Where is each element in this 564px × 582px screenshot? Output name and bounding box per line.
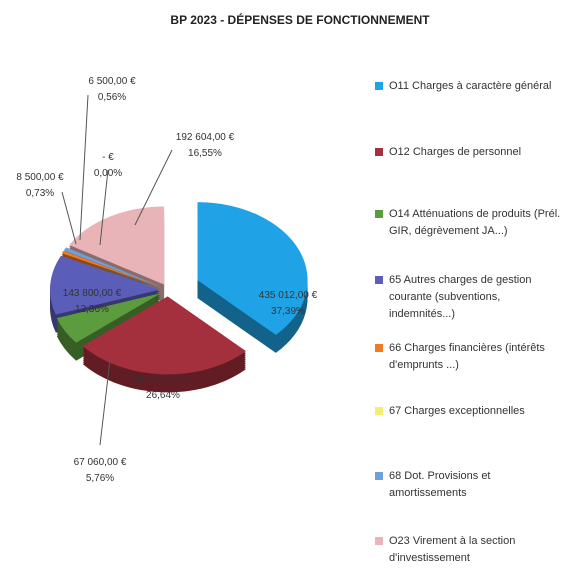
data-label: 8 500,00 € bbox=[16, 172, 64, 183]
legend-swatch bbox=[375, 407, 383, 415]
legend-label: O11 Charges à caractère général bbox=[389, 80, 552, 92]
data-label: - € bbox=[102, 152, 114, 163]
legend-item: 68 Dot. Provisions et amortissements bbox=[375, 468, 564, 502]
legend-swatch bbox=[375, 210, 383, 218]
legend-label: 65 Autres charges de gestion courante (s… bbox=[389, 274, 532, 320]
slice bbox=[82, 296, 246, 375]
legend-label: 68 Dot. Provisions et amortissements bbox=[389, 470, 491, 499]
slice bbox=[61, 250, 161, 288]
slice bbox=[63, 247, 162, 287]
leader-line bbox=[134, 149, 173, 226]
legend-swatch bbox=[375, 82, 383, 90]
legend-item: 66 Charges financières (intérêts d'empru… bbox=[375, 340, 564, 374]
legend-item: O12 Charges de personnel bbox=[375, 144, 564, 161]
legend-swatch bbox=[375, 276, 383, 284]
legend-label: 66 Charges financières (intérêts d'empru… bbox=[389, 342, 545, 371]
legend-label: 67 Charges exceptionnelles bbox=[389, 405, 525, 417]
leader-line bbox=[99, 359, 111, 446]
slice-side bbox=[61, 252, 161, 290]
chart-title: BP 2023 - DÉPENSES DE FONCTIONNEMENT bbox=[170, 12, 430, 27]
slice bbox=[69, 206, 165, 285]
data-label: 37,39% bbox=[271, 306, 305, 317]
legend-label: O12 Charges de personnel bbox=[389, 146, 522, 158]
leader-line bbox=[79, 94, 89, 241]
slice bbox=[56, 293, 162, 343]
legend-swatch bbox=[375, 148, 383, 156]
data-label: 435 012,00 € bbox=[259, 290, 318, 301]
legend-item: O23 Virement à la section d'investisseme… bbox=[375, 533, 564, 567]
legend-item: 67 Charges exceptionnelles bbox=[375, 403, 564, 420]
legend-item: O11 Charges à caractère général bbox=[375, 78, 564, 95]
data-label: 6 500,00 € bbox=[88, 76, 136, 87]
legend-swatch bbox=[375, 344, 383, 352]
leader-line bbox=[61, 191, 77, 245]
legend-label: O23 Virement à la section d'investisseme… bbox=[389, 535, 516, 564]
data-label: 0,73% bbox=[26, 188, 54, 199]
legend-swatch bbox=[375, 472, 383, 480]
data-label: 5,76% bbox=[86, 473, 114, 484]
data-label: 12,36% bbox=[75, 304, 109, 315]
legend-label: O14 Atténuations de produits (Prél. GIR,… bbox=[389, 208, 561, 237]
legend-item: O14 Atténuations de produits (Prél. GIR,… bbox=[375, 206, 564, 240]
data-label: 67 060,00 € bbox=[74, 457, 127, 468]
data-label: 143 800,00 € bbox=[63, 288, 122, 299]
slice bbox=[50, 255, 161, 315]
legend-swatch bbox=[375, 537, 383, 545]
legend-item: 65 Autres charges de gestion courante (s… bbox=[375, 272, 564, 323]
data-label: 310 000,00 € bbox=[134, 374, 193, 385]
slice bbox=[197, 202, 308, 335]
leader-line bbox=[99, 169, 109, 246]
data-label: 192 604,00 € bbox=[176, 132, 235, 143]
data-label: 16,55% bbox=[188, 148, 222, 159]
data-label: 26,64% bbox=[146, 390, 180, 401]
data-label: 0,56% bbox=[98, 92, 126, 103]
